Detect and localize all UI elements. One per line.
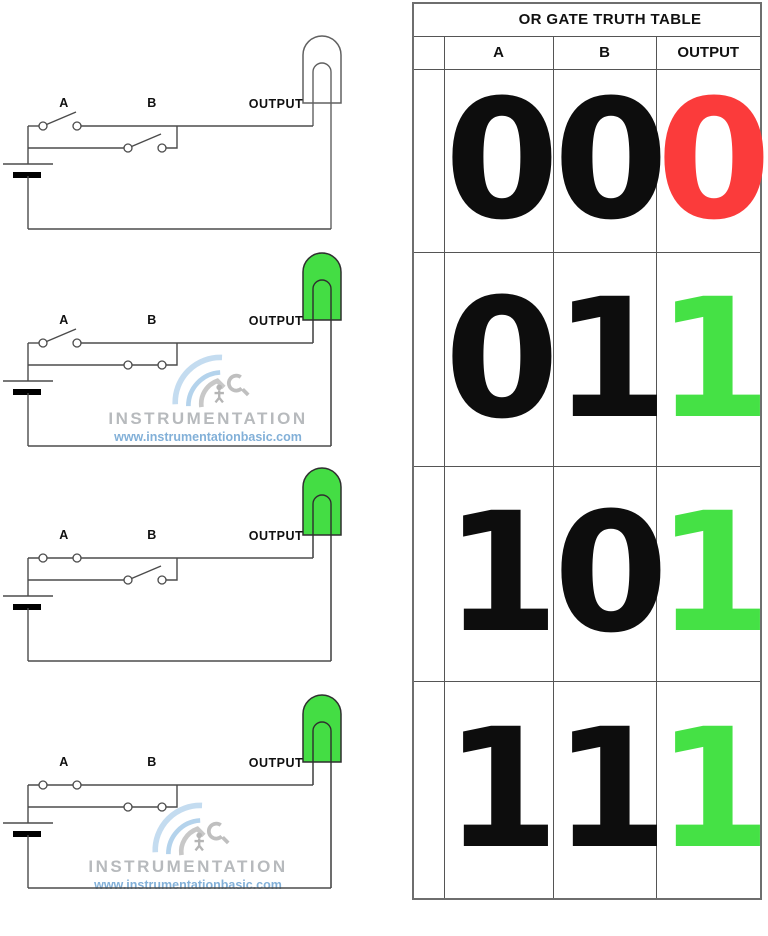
watermark-url: www.instrumentationbasic.com xyxy=(114,430,302,444)
cell-r2-b: 1 xyxy=(552,251,668,467)
cell-r2-output: 1 xyxy=(655,251,768,467)
svg-text:A: A xyxy=(59,313,69,327)
spacer-cell xyxy=(412,680,445,900)
circuit-diagram-row4: A B OUTPUT xyxy=(0,687,400,899)
table-title: OR GATE TRUTH TABLE xyxy=(412,2,762,37)
cell-r1-output: 0 xyxy=(655,64,768,256)
watermark: INSTRUMENTATION www.instrumentationbasic… xyxy=(88,798,285,892)
spacer-cell xyxy=(412,68,445,253)
cell-r1-b: 0 xyxy=(552,64,669,256)
svg-text:OUTPUT: OUTPUT xyxy=(249,756,303,770)
table-header-row: A B OUTPUT xyxy=(412,35,762,70)
circuit-diagram-row3: A B OUTPUT xyxy=(0,460,400,672)
svg-text:OUTPUT: OUTPUT xyxy=(249,314,303,328)
header-a: A xyxy=(443,35,554,70)
svg-text:B: B xyxy=(147,96,157,110)
svg-text:B: B xyxy=(147,755,157,769)
cell-r4-a: 1 xyxy=(443,680,559,900)
svg-text:OUTPUT: OUTPUT xyxy=(249,529,303,543)
table-row-4: 1 1 1 xyxy=(412,680,768,900)
svg-text:A: A xyxy=(59,528,69,542)
spacer-cell xyxy=(412,251,445,467)
cell-r3-b: 0 xyxy=(552,465,668,682)
svg-text:A: A xyxy=(59,96,69,110)
header-output: OUTPUT xyxy=(655,35,762,70)
svg-text:B: B xyxy=(147,313,157,327)
cell-r4-output: 1 xyxy=(655,680,768,900)
cell-r4-b: 1 xyxy=(552,680,668,900)
instrumentation-logo-icon xyxy=(172,354,250,408)
svg-text:OUTPUT: OUTPUT xyxy=(249,97,303,111)
table-row-2: 0 1 1 xyxy=(412,251,768,467)
watermark-brand: INSTRUMENTATION xyxy=(108,409,308,428)
cell-r1-a: 0 xyxy=(443,64,560,256)
table-row-1: 0 0 0 xyxy=(412,64,768,256)
table-title-row: OR GATE TRUTH TABLE xyxy=(412,2,762,37)
header-spacer-cell xyxy=(412,35,445,70)
svg-text:B: B xyxy=(147,528,157,542)
instrumentation-logo-icon xyxy=(152,802,230,856)
cell-r3-output: 1 xyxy=(655,465,768,682)
or-gate-truth-table: OR GATE TRUTH TABLE A B OUTPUT 0 0 0 0 1… xyxy=(412,2,768,900)
spacer-cell xyxy=(412,465,445,682)
table-row-3: 1 0 1 xyxy=(412,465,768,682)
header-b: B xyxy=(552,35,657,70)
cell-r3-a: 1 xyxy=(443,465,559,682)
circuit-diagram-row1: A B OUTPUT xyxy=(0,28,400,240)
watermark: INSTRUMENTATION www.instrumentationbasic… xyxy=(108,350,305,444)
cell-r2-a: 0 xyxy=(443,251,559,467)
watermark-brand: INSTRUMENTATION xyxy=(88,857,288,876)
svg-text:A: A xyxy=(59,755,69,769)
circuit-diagram-row2: A B OUTPUT xyxy=(0,245,400,457)
